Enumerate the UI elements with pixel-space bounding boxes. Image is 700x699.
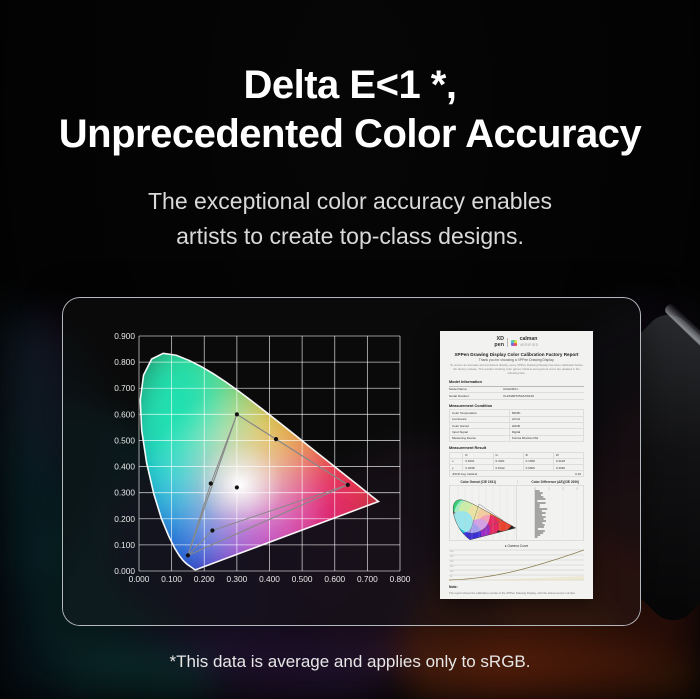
svg-text:0.500: 0.500	[114, 435, 135, 445]
svg-text:0: 0	[534, 489, 536, 491]
svg-text:0.400: 0.400	[259, 574, 280, 584]
svg-text:200: 200	[450, 561, 454, 563]
svg-text:0.700: 0.700	[114, 383, 135, 393]
svg-text:0.900: 0.900	[114, 331, 135, 341]
svg-text:1: 1	[548, 489, 550, 491]
svg-text:150: 150	[450, 566, 454, 568]
svg-text:300: 300	[450, 551, 454, 553]
svg-text:0.600: 0.600	[114, 409, 135, 419]
svg-text:0.600: 0.600	[324, 574, 345, 584]
svg-text:2: 2	[562, 489, 564, 491]
svg-text:0.300: 0.300	[227, 574, 248, 584]
svg-text:250: 250	[450, 556, 454, 558]
svg-text:0.200: 0.200	[194, 574, 215, 584]
svg-text:0.500: 0.500	[292, 574, 313, 584]
svg-text:0.800: 0.800	[390, 574, 411, 584]
svg-text:0.000: 0.000	[129, 574, 150, 584]
svg-text:0.100: 0.100	[114, 540, 135, 550]
svg-text:0.800: 0.800	[114, 357, 135, 367]
svg-text:0.400: 0.400	[114, 462, 135, 472]
svg-text:100: 100	[450, 571, 454, 573]
svg-text:0.200: 0.200	[114, 514, 135, 524]
svg-text:0.700: 0.700	[357, 574, 378, 584]
svg-text:0.100: 0.100	[161, 574, 182, 584]
svg-text:3: 3	[576, 489, 578, 491]
svg-text:50: 50	[450, 576, 453, 578]
svg-text:0.300: 0.300	[114, 488, 135, 498]
